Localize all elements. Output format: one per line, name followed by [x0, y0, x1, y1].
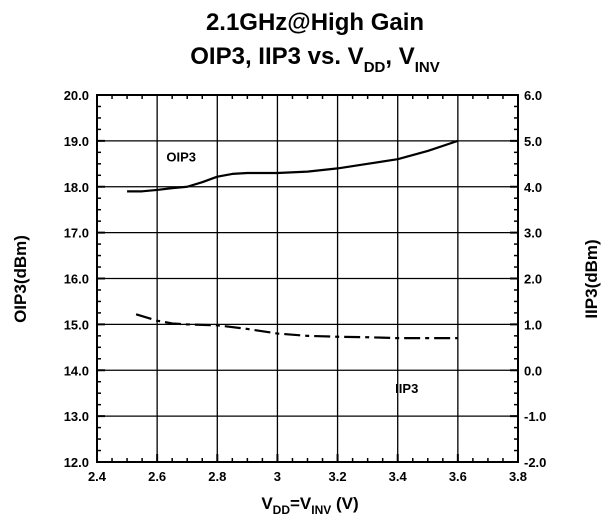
tick-labels: 2.4 2.6 2.8 3 3.2 3.4 3.6 3.8 12.0 13.0 14.0 15.0 16…	[64, 88, 547, 484]
y-right-tick-label: -1.0	[524, 409, 546, 424]
y-left-tick-label: 18.0	[64, 180, 89, 195]
y-right-tick-label: 5.0	[524, 134, 542, 149]
chart-title-line1: 2.1GHz@High Gain	[206, 9, 424, 36]
series-layer	[127, 139, 459, 340]
annotation-iip3: IIP3	[395, 381, 418, 396]
y-left-tick-label: 13.0	[64, 409, 89, 424]
tick-marks	[96, 94, 519, 463]
y-right-tick-label: 3.0	[524, 226, 542, 241]
xlabel-prefix: V	[261, 494, 273, 513]
y-left-tick-label: 15.0	[64, 317, 89, 332]
y-right-tick-label: 1.0	[524, 317, 542, 332]
xlabel-mid: =V	[290, 494, 312, 513]
x-tick-label: 2.4	[88, 469, 107, 484]
title2-sub2: INV	[415, 59, 440, 76]
x-tick-label: 3	[274, 469, 281, 484]
xlabel-suffix: (V)	[331, 494, 358, 513]
y-left-tick-label: 20.0	[64, 88, 89, 103]
x-tick-label: 2.8	[208, 469, 226, 484]
y-left-tick-label: 12.0	[64, 455, 89, 470]
y-right-tick-label: 6.0	[524, 88, 542, 103]
title2-sub1: DD	[364, 59, 386, 76]
y-right-tick-label: -2.0	[524, 455, 546, 470]
series-line-iip3	[135, 313, 458, 340]
x-tick-label: 2.6	[148, 469, 166, 484]
grid-lines	[97, 95, 518, 462]
title2-mid: , V	[385, 43, 414, 70]
x-tick-label: 3.8	[509, 469, 527, 484]
y-axis-right-label: IIP3(dBm)	[582, 239, 601, 318]
x-tick-label: 3.4	[389, 469, 408, 484]
xlabel-sub2: INV	[311, 503, 331, 517]
x-tick-label: 3.6	[449, 469, 467, 484]
xlabel-sub1: DD	[273, 503, 291, 517]
y-left-tick-label: 14.0	[64, 363, 89, 378]
y-right-tick-label: 0.0	[524, 363, 542, 378]
y-left-tick-label: 19.0	[64, 134, 89, 149]
y-right-tick-label: 4.0	[524, 180, 542, 195]
y-left-tick-label: 17.0	[64, 226, 89, 241]
chart-title-line2: OIP3, IIP3 vs. VDD, VINV	[190, 43, 439, 76]
x-axis-label: VDD=VINV (V)	[261, 494, 358, 517]
annotation-oip3: OIP3	[166, 150, 196, 165]
title2-prefix: OIP3, IIP3 vs. V	[190, 43, 363, 70]
y-axis-left-label: OIP3(dBm)	[11, 235, 30, 323]
series-line-oip3	[127, 139, 459, 193]
y-left-tick-label: 16.0	[64, 272, 89, 287]
x-tick-label: 3.2	[329, 469, 347, 484]
y-right-tick-label: 2.0	[524, 272, 542, 287]
